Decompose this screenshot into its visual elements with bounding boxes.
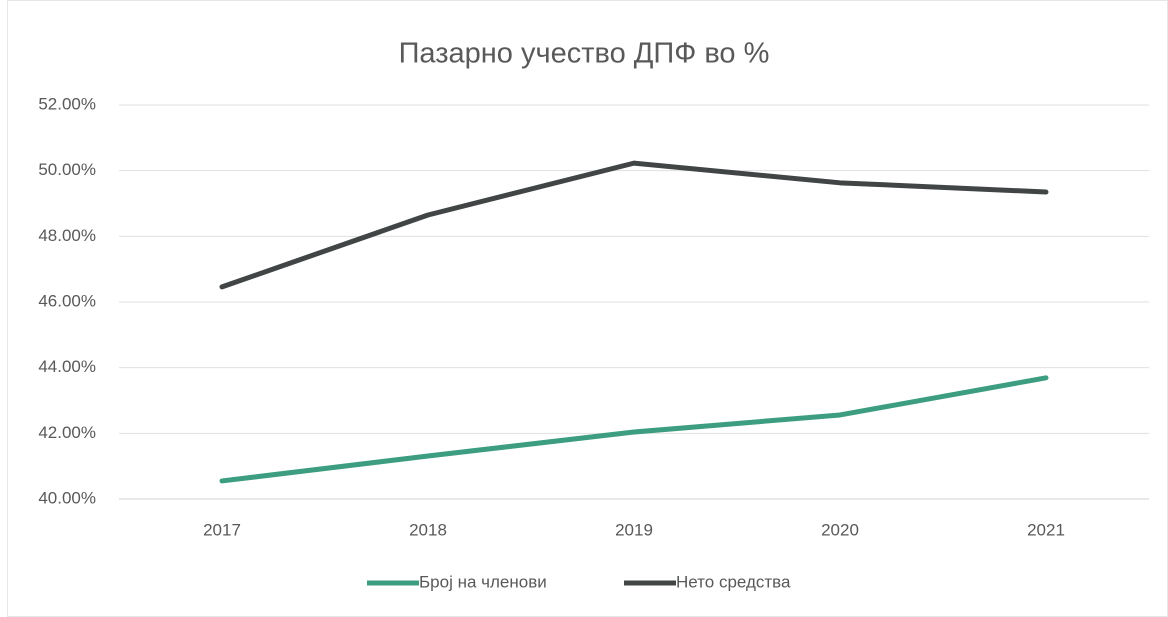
legend-label: Нето средства bbox=[676, 572, 791, 591]
y-tick-label: 50.00% bbox=[38, 160, 96, 179]
x-tick-label: 2020 bbox=[821, 520, 859, 539]
series-line bbox=[219, 375, 1049, 484]
y-tick-label: 44.00% bbox=[38, 357, 96, 376]
x-tick-label: 2018 bbox=[409, 520, 447, 539]
y-tick-label: 48.00% bbox=[38, 226, 96, 245]
series-line bbox=[219, 160, 1049, 290]
chart-border bbox=[7, 0, 1168, 617]
x-tick-label: 2021 bbox=[1027, 520, 1065, 539]
x-tick-label: 2019 bbox=[615, 520, 653, 539]
y-tick-label: 46.00% bbox=[38, 291, 96, 310]
y-tick-label: 42.00% bbox=[38, 423, 96, 442]
x-tick-label: 2017 bbox=[203, 520, 241, 539]
y-tick-label: 40.00% bbox=[38, 488, 96, 507]
chart-title: Пазарно учество ДПФ во % bbox=[399, 38, 770, 70]
legend-label: Број на членови bbox=[419, 572, 547, 591]
y-tick-label: 52.00% bbox=[38, 94, 96, 113]
